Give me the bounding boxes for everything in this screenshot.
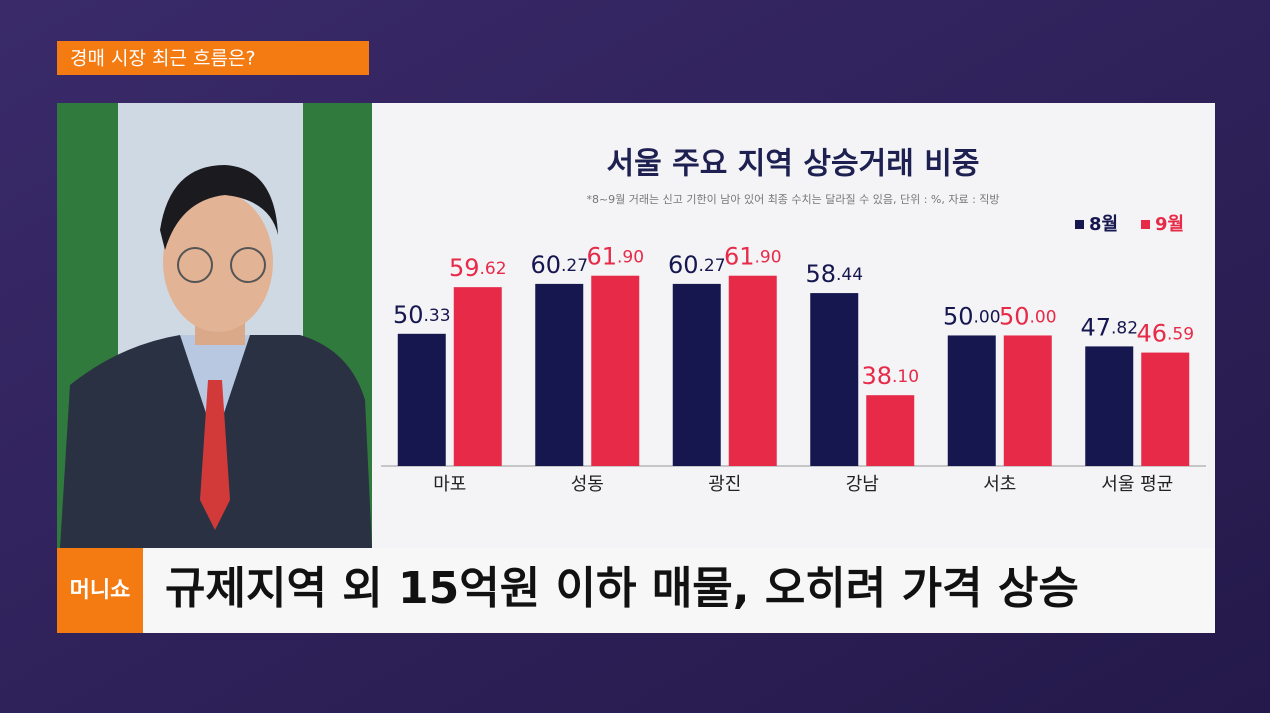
bar <box>728 275 777 466</box>
logo: 머니쇼 <box>70 578 131 603</box>
x-tick-label: 성동 <box>571 474 604 495</box>
value-label: 58.44 <box>805 260 863 288</box>
value-label: 47.82 <box>1080 313 1138 341</box>
value-label: 50.00 <box>999 302 1057 330</box>
bar <box>1003 335 1052 466</box>
value-label: 38.10 <box>861 362 919 390</box>
value-label: 59.62 <box>449 254 507 282</box>
value-label: 50.33 <box>393 301 451 329</box>
bar <box>535 283 584 466</box>
x-tick-label: 강남 <box>846 474 879 495</box>
bar <box>397 333 446 466</box>
value-label: 60.27 <box>530 251 588 279</box>
value-label: 60.27 <box>668 251 726 279</box>
x-tick-label: 광진 <box>708 474 741 495</box>
value-label: 61.90 <box>724 243 782 271</box>
headline-box <box>143 548 1215 633</box>
bar <box>866 395 915 466</box>
chart-subtitle: *8~9월 거래는 신고 기한이 남아 있어 최종 수치는 달라질 수 있음, … <box>586 193 999 206</box>
logo-box <box>57 548 143 633</box>
value-label: 50.00 <box>943 302 1001 330</box>
bar <box>947 335 996 466</box>
bar <box>672 283 721 466</box>
legend-label: 8월 <box>1089 214 1118 235</box>
bar <box>453 287 502 466</box>
value-label: 46.59 <box>1136 320 1194 348</box>
presenter-video <box>57 103 372 548</box>
x-tick-label: 마포 <box>433 474 466 495</box>
legend-swatch <box>1141 220 1150 229</box>
topic-tag-box <box>57 41 369 75</box>
headline: 규제지역 외 15억원 이하 매물, 오히려 가격 상승 <box>165 563 1079 614</box>
bar <box>810 293 859 466</box>
legend-swatch <box>1075 220 1084 229</box>
legend-label: 9월 <box>1155 214 1184 235</box>
bar <box>591 275 640 466</box>
chart-title: 서울 주요 지역 상승거래 비중 <box>607 147 980 182</box>
bar <box>1141 352 1190 466</box>
x-tick-label: 서울 평균 <box>1101 474 1173 495</box>
chart-panel <box>372 103 1215 548</box>
bar <box>1085 346 1134 466</box>
topic-tag: 경매 시장 최근 흐름은? <box>70 48 256 70</box>
x-tick-label: 서초 <box>983 474 1016 495</box>
value-label: 61.90 <box>586 243 644 271</box>
